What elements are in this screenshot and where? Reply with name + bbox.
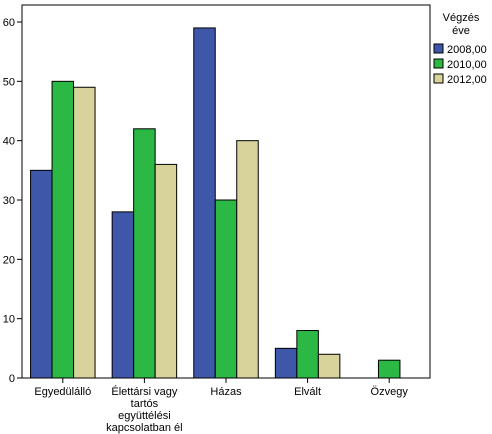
- bar: [274, 347, 298, 379]
- legend-label: 2008,00: [447, 44, 487, 56]
- bar: [154, 163, 178, 379]
- y-tick-label: 0: [9, 373, 15, 385]
- legend-swatch: [433, 73, 444, 84]
- bar: [133, 128, 156, 379]
- y-tick-label: 60: [3, 17, 15, 29]
- x-axis: Egyedülálló Élettársi vagy tartós együttélé…: [34, 378, 408, 434]
- legend-title: Végzés éve: [443, 12, 480, 37]
- legend-swatch: [433, 58, 444, 69]
- bar: [51, 80, 75, 379]
- bar: [73, 86, 96, 379]
- y-tick-label: 40: [3, 136, 15, 148]
- bar: [296, 330, 319, 379]
- x-tick-label: Egyedülálló: [34, 386, 91, 398]
- bar: [193, 27, 216, 379]
- x-tick-label: Elvált: [294, 386, 321, 398]
- bar: [236, 140, 259, 379]
- legend-label: 2010,00: [447, 59, 487, 71]
- bar: [377, 359, 401, 379]
- y-tick-label: 20: [3, 254, 15, 266]
- legend-label: 2012,00: [447, 74, 487, 86]
- x-tick-label: Házas: [210, 386, 242, 398]
- y-axis: 0 10 20 30 40 50 60: [3, 17, 22, 385]
- x-tick-label: Özvegy: [371, 386, 409, 398]
- x-tick-label: Élettársi vagy tartós együttélési kapcsolat…: [106, 385, 182, 434]
- bar: [111, 211, 135, 379]
- bar: [317, 353, 341, 379]
- legend-swatch: [433, 43, 444, 54]
- y-tick-label: 30: [3, 195, 15, 207]
- legend: Végzés éve 2008,00 2010,00 2012,00: [433, 12, 487, 86]
- y-tick-label: 10: [3, 314, 15, 326]
- bars: [30, 27, 401, 379]
- bar: [30, 169, 53, 379]
- bar: [214, 199, 238, 379]
- y-tick-label: 50: [3, 76, 15, 88]
